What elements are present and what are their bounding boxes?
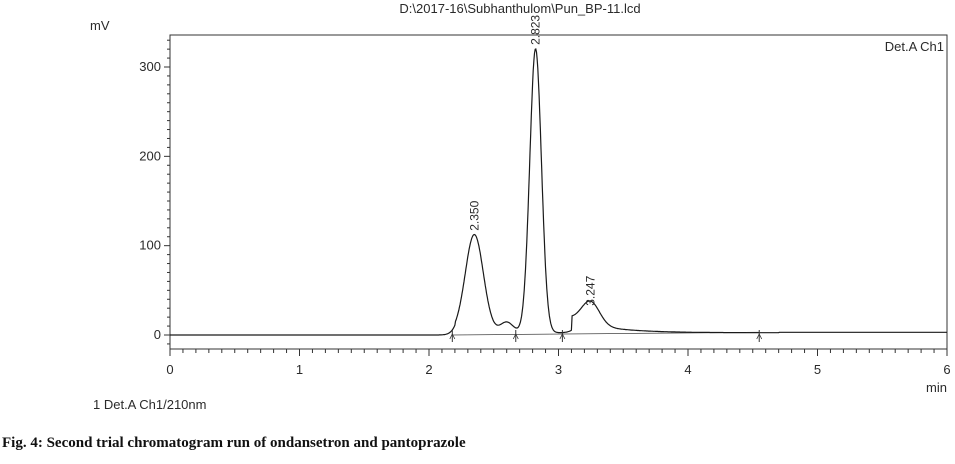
x-tick-label: 0 [166, 362, 173, 377]
y-tick-label: 200 [139, 148, 161, 163]
channel-label: Det.A Ch1 [885, 39, 944, 54]
peak-label: 2.350 [467, 200, 481, 230]
peak-label: 3.247 [583, 275, 597, 305]
plot-frame [169, 34, 948, 350]
figure-caption: Fig. 4: Second trial chromatogram run of… [2, 435, 466, 451]
integration-marker-arrow [449, 333, 456, 340]
peak-label: 2.823 [529, 15, 543, 45]
x-tick-label: 4 [684, 362, 691, 377]
chart-title: D:\2017-16\Subhanthulom\Pun_BP-11.lcd [399, 1, 640, 16]
integration-marker-arrow [756, 333, 763, 340]
channel-legend: 1 Det.A Ch1/210nm [93, 397, 207, 412]
plot-area: D:\2017-16\Subhanthulom\Pun_BP-11.lcd mV D… [90, 1, 951, 395]
y-tick-label: 0 [154, 327, 161, 342]
x-tick-label: 2 [425, 362, 432, 377]
chromatogram-trace [170, 48, 947, 336]
x-tick-label: 5 [814, 362, 821, 377]
x-tick-label: 3 [555, 362, 562, 377]
y-axis-unit-label: mV [90, 18, 110, 33]
x-axis-unit-label: min [926, 380, 947, 395]
integration-marker-arrow [559, 333, 566, 340]
y-tick-label: 300 [139, 59, 161, 74]
integration-marker-arrow [512, 333, 519, 340]
x-tick-label: 1 [296, 362, 303, 377]
y-tick-label: 100 [139, 238, 161, 253]
x-tick-label: 6 [943, 362, 950, 377]
